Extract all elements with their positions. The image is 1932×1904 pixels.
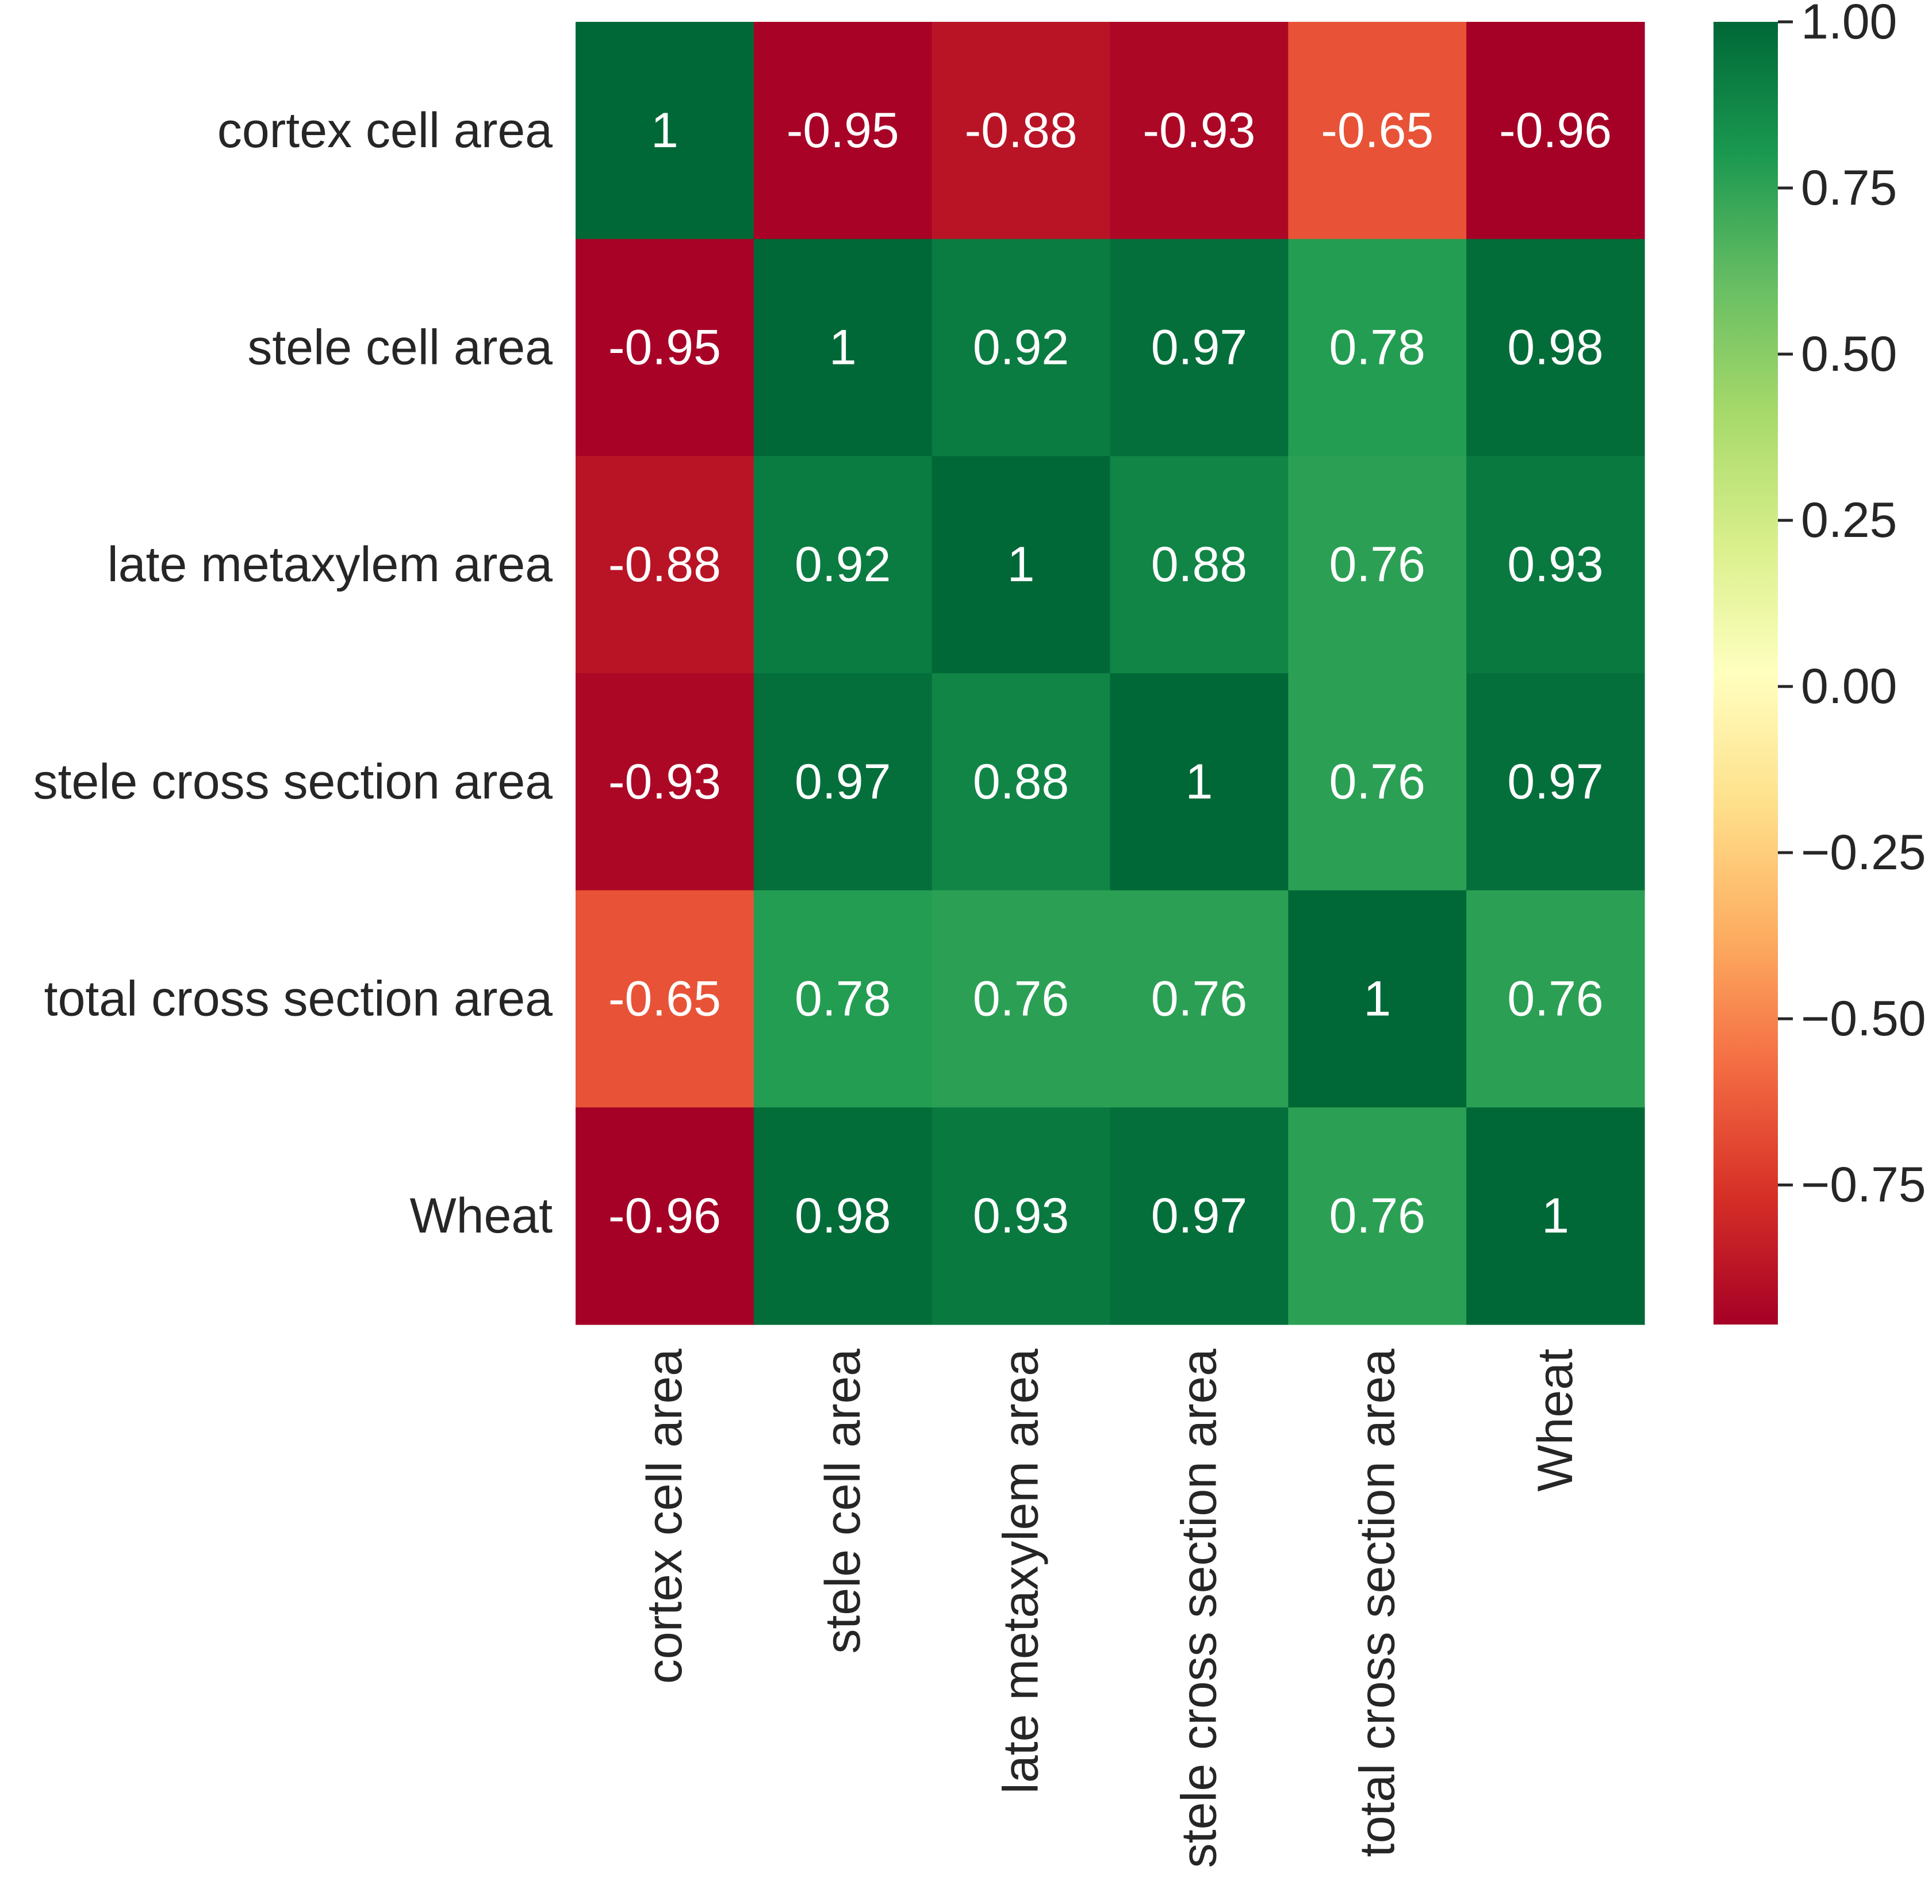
cell-value-r0-c4: -0.65	[1321, 103, 1433, 158]
cell-value-r2-c1: 0.92	[795, 537, 891, 592]
heatmap-cell-r2-c2	[931, 456, 1111, 674]
cell-value-r0-c1: -0.95	[787, 103, 899, 158]
cell-value-r2-c5: 0.93	[1507, 537, 1603, 592]
heatmap-cell-r0-c2	[931, 22, 1111, 240]
heatmap-cell-r1-c5	[1466, 239, 1645, 456]
heatmap-cell-r4-c5	[1466, 890, 1645, 1108]
cell-value-r5-c0: -0.96	[608, 1188, 721, 1243]
cell-value-r5-c2: 0.93	[973, 1188, 1069, 1243]
col-label-stele-cell-area: stele cell area	[815, 1349, 871, 1654]
colorbar-tick-label-1: 0.75	[1801, 160, 1897, 216]
cell-value-r4-c4: 1	[1363, 972, 1391, 1027]
cell-value-r3-c4: 0.76	[1329, 754, 1425, 809]
col-label-total-cross-section-area: total cross section area	[1350, 1349, 1405, 1857]
heatmap-cell-r5-c3	[1110, 1107, 1289, 1325]
heatmap-cell-r5-c2	[931, 1107, 1111, 1325]
colorbar-tick-label-0: 1.00	[1801, 0, 1897, 49]
heatmap-cell-r0-c0	[576, 22, 754, 240]
colorbar-ticks: 1.00 0.75 0.50 0.25 0.00 −0.25 −0.50 −0.75	[1778, 0, 1926, 1212]
cell-value-r5-c3: 0.97	[1151, 1188, 1247, 1243]
cell-value-r3-c3: 1	[1185, 754, 1213, 809]
cell-value-r1-c1: 1	[829, 320, 857, 375]
cell-value-r3-c0: -0.93	[608, 754, 721, 809]
heatmap-cell-r4-c3	[1110, 890, 1289, 1108]
cell-value-r4-c0: -0.65	[608, 972, 721, 1027]
row-label-stele-cross-section-area: stele cross section area	[33, 754, 553, 809]
heatmap-cell-r4-c0	[576, 890, 754, 1108]
heatmap-cell-r5-c1	[753, 1107, 933, 1325]
heatmap-cell-r2-c5	[1466, 456, 1645, 674]
cell-value-r1-c3: 0.97	[1151, 320, 1247, 375]
cell-value-r5-c5: 1	[1542, 1188, 1569, 1243]
heatmap-cell-r0-c5	[1466, 22, 1645, 240]
heatmap-cell-r0-c4	[1288, 22, 1467, 240]
row-label-total-cross-section-area: total cross section area	[44, 972, 553, 1027]
cell-value-r0-c2: -0.88	[965, 103, 1078, 158]
cell-value-r2-c0: -0.88	[608, 537, 721, 592]
heatmap-cell-r2-c0	[576, 456, 754, 674]
heatmap-cell-r1-c1	[753, 239, 933, 456]
cell-value-r4-c2: 0.76	[973, 972, 1069, 1027]
cell-value-r2-c4: 0.76	[1329, 537, 1425, 592]
col-label-late-metaxylem-area: late metaxylem area	[994, 1349, 1049, 1794]
cell-value-r4-c3: 0.76	[1151, 972, 1247, 1027]
row-label-late-metaxylem-area: late metaxylem area	[108, 537, 553, 592]
col-label-wheat: Wheat	[1528, 1349, 1583, 1492]
cell-value-r4-c1: 0.78	[795, 972, 891, 1027]
row-label-cortex-cell-area: cortex cell area	[217, 103, 553, 158]
cell-value-r2-c2: 1	[1007, 537, 1035, 592]
heatmap-cell-r2-c4	[1288, 456, 1467, 674]
heatmap-cell-r3-c1	[753, 673, 933, 891]
cell-value-r2-c3: 0.88	[1151, 537, 1247, 592]
heatmap-cell-r1-c2	[931, 239, 1111, 456]
heatmap-cell-r1-c0	[576, 239, 754, 456]
heatmap-cell-r3-c3	[1110, 673, 1289, 891]
heatmap-cell-r5-c0	[576, 1107, 754, 1325]
cell-value-r1-c4: 0.78	[1329, 320, 1425, 375]
colorbar	[1713, 22, 1778, 1325]
heatmap-cell-r2-c3	[1110, 456, 1289, 674]
heatmap-cells	[576, 22, 1645, 1325]
cell-value-r4-c5: 0.76	[1507, 972, 1603, 1027]
x-axis-labels: cortex cell area stele cell area late meta…	[637, 1349, 1583, 1868]
cell-value-r3-c5: 0.97	[1507, 754, 1603, 809]
heatmap-cell-r0-c1	[753, 22, 933, 240]
heatmap-cell-r4-c4	[1288, 890, 1467, 1108]
colorbar-tick-label-4: 0.00	[1801, 659, 1897, 714]
colorbar-tick-label-6: −0.50	[1801, 991, 1926, 1046]
colorbar-tick-label-5: −0.25	[1801, 825, 1926, 880]
cell-value-r0-c3: -0.93	[1143, 103, 1255, 158]
colorbar-tick-label-7: −0.75	[1801, 1157, 1926, 1212]
heatmap-cell-r1-c4	[1288, 239, 1467, 456]
col-label-stele-cross-section-area: stele cross section area	[1171, 1349, 1226, 1868]
heatmap-annotations: 1 -0.95 -0.88 -0.93 -0.65 -0.96 -0.95 1 0.92 0.97…	[608, 103, 1612, 1243]
cell-value-r0-c0: 1	[651, 103, 678, 158]
row-label-stele-cell-area: stele cell area	[247, 320, 553, 375]
heatmap-cell-r3-c0	[576, 673, 754, 891]
heatmap-cell-r1-c3	[1110, 239, 1289, 456]
cell-value-r1-c2: 0.92	[973, 320, 1069, 375]
heatmap-cell-r3-c4	[1288, 673, 1467, 891]
row-label-wheat: Wheat	[409, 1188, 553, 1243]
heatmap-cell-r5-c4	[1288, 1107, 1467, 1325]
colorbar-tick-label-3: 0.25	[1801, 493, 1897, 548]
cell-value-r1-c5: 0.98	[1507, 320, 1603, 375]
cell-value-r5-c4: 0.76	[1329, 1188, 1425, 1243]
cell-value-r0-c5: -0.96	[1499, 103, 1612, 158]
cell-value-r1-c0: -0.95	[608, 320, 721, 375]
heatmap-cell-r2-c1	[753, 456, 933, 674]
y-axis-labels: cortex cell area stele cell area late meta…	[33, 103, 553, 1243]
heatmap-cell-r4-c1	[753, 890, 933, 1108]
heatmap-cell-r3-c2	[931, 673, 1111, 891]
heatmap-cell-r5-c5	[1466, 1107, 1645, 1325]
cell-value-r5-c1: 0.98	[795, 1188, 891, 1243]
col-label-cortex-cell-area: cortex cell area	[637, 1349, 692, 1684]
cell-value-r3-c2: 0.88	[973, 754, 1069, 809]
cell-value-r3-c1: 0.97	[795, 754, 891, 809]
colorbar-tick-label-2: 0.50	[1801, 327, 1897, 382]
heatmap-cell-r3-c5	[1466, 673, 1645, 891]
heatmap-cell-r4-c2	[931, 890, 1111, 1108]
heatmap-cell-r0-c3	[1110, 22, 1289, 240]
